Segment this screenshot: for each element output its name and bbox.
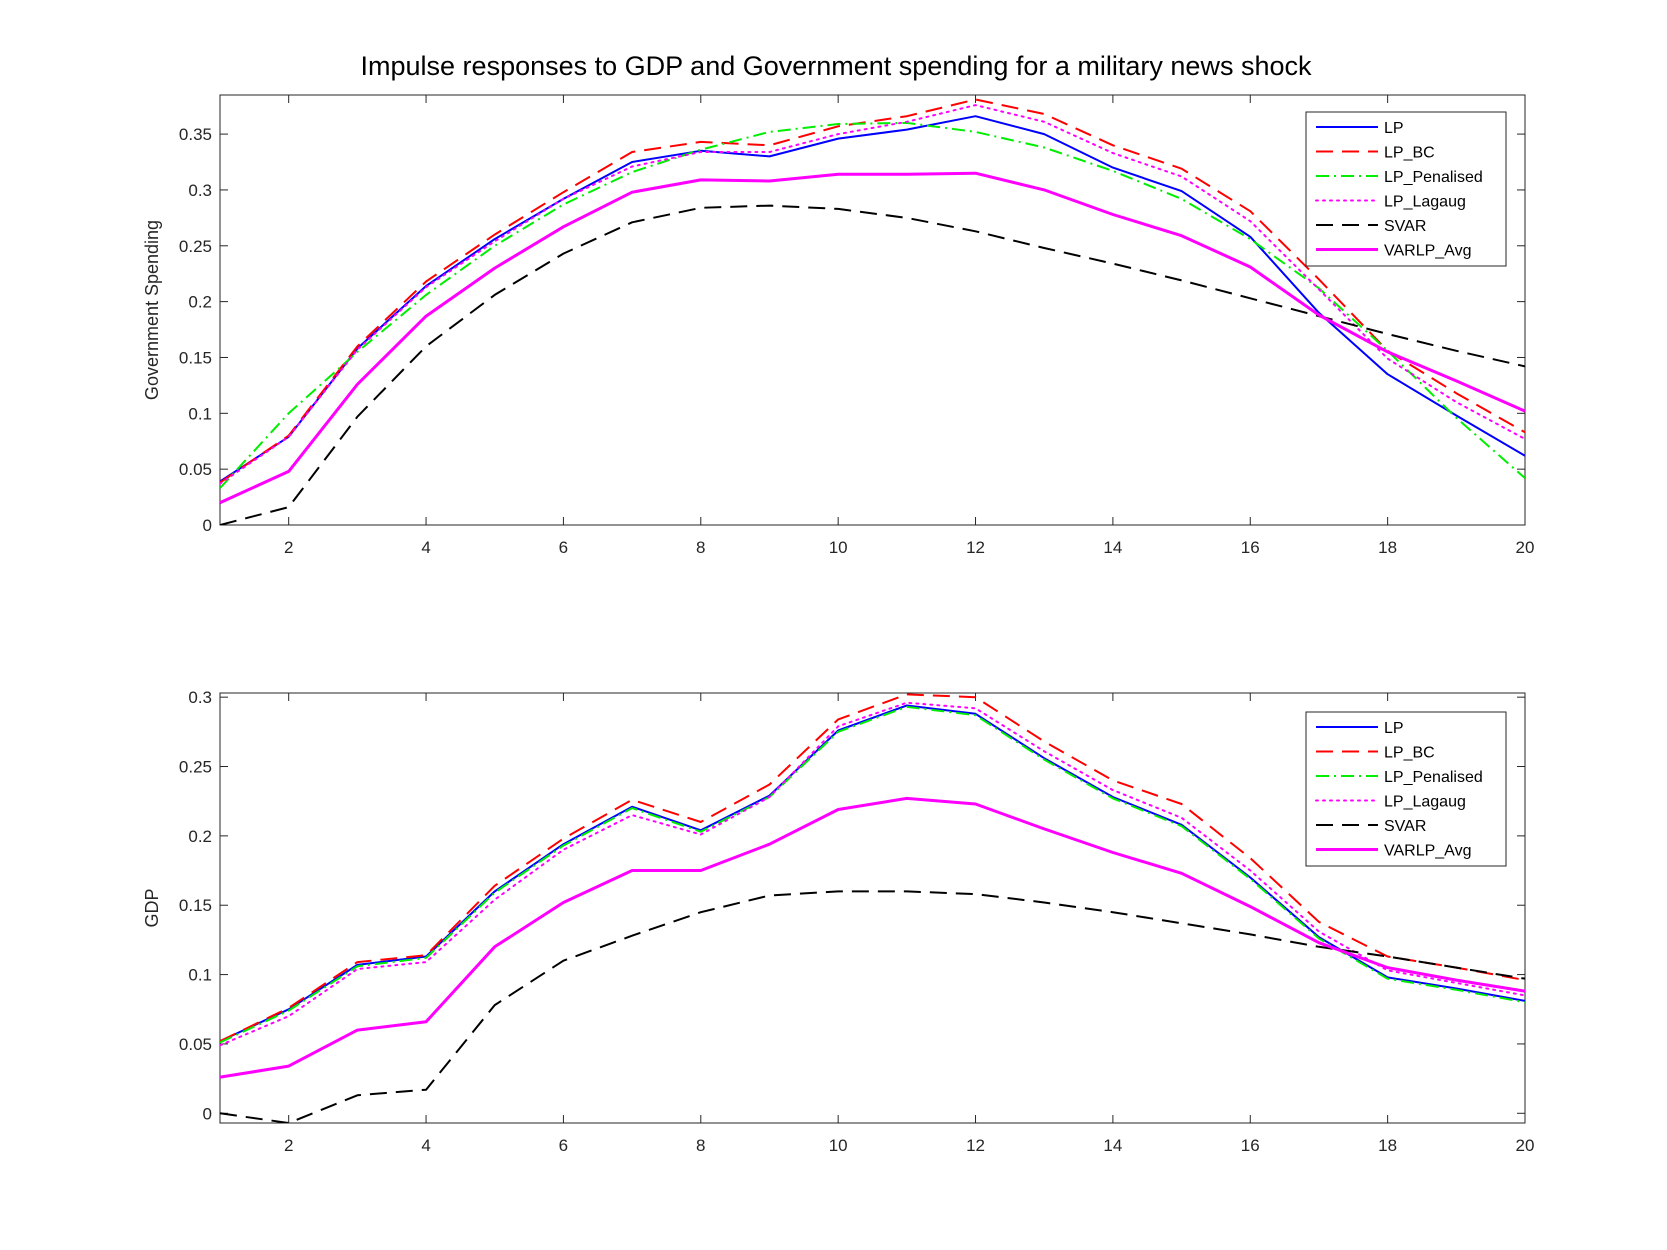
series-line-varlp-avg bbox=[220, 796, 1525, 1079]
x-tick-label: 18 bbox=[1378, 538, 1397, 557]
legend-box bbox=[1305, 111, 1507, 267]
x-tick-label: 10 bbox=[829, 538, 848, 557]
x-tick-label: 4 bbox=[421, 538, 430, 557]
legend-label: LP_Penalised bbox=[1384, 169, 1483, 186]
y-tick-label: 0.25 bbox=[179, 237, 212, 256]
y-tick-label: 0.05 bbox=[179, 1035, 212, 1054]
y-axis-label: Government Spending bbox=[142, 220, 162, 400]
legend-label: LP bbox=[1384, 720, 1404, 737]
legend-box bbox=[1305, 711, 1507, 867]
y-tick-label: 0.15 bbox=[179, 896, 212, 915]
y-tick-label: 0.3 bbox=[188, 181, 212, 200]
x-tick-label: 8 bbox=[696, 1136, 705, 1155]
x-tick-label: 14 bbox=[1103, 1136, 1122, 1155]
x-tick-label: 8 bbox=[696, 538, 705, 557]
y-axis-label: GDP bbox=[142, 888, 162, 927]
x-tick-label: 12 bbox=[966, 1136, 985, 1155]
government-spending-panel: 2 4 6 8 10 12 14 16 18 20 0 0.05 0.1 0.15 0.2 0.25 0.3 0.… bbox=[142, 94, 1535, 557]
y-tick-label: 0.15 bbox=[179, 348, 212, 367]
legend-label: LP bbox=[1384, 120, 1404, 137]
legend-label: VARLP_Avg bbox=[1384, 243, 1471, 260]
y-tick-label: 0.05 bbox=[179, 460, 212, 479]
x-tick-label: 16 bbox=[1241, 538, 1260, 557]
y-tick-label: 0.2 bbox=[188, 293, 212, 312]
figure-title: Impulse responses to GDP and Government … bbox=[361, 51, 1312, 81]
x-tick-label: 14 bbox=[1103, 538, 1122, 557]
x-tick-label: 12 bbox=[966, 538, 985, 557]
y-tick-label: 0.3 bbox=[188, 688, 212, 707]
series-line-lp-lagaug bbox=[220, 701, 1525, 1047]
series-line-lp-bc bbox=[220, 98, 1525, 484]
x-tick-label: 6 bbox=[559, 1136, 568, 1155]
series-line-svar bbox=[220, 204, 1525, 525]
legend-label: SVAR bbox=[1384, 818, 1426, 835]
series-line-lp bbox=[220, 704, 1525, 1043]
y-tick-label: 0.25 bbox=[179, 758, 212, 777]
legend-label: LP_BC bbox=[1384, 145, 1435, 162]
x-tick-label: 4 bbox=[421, 1136, 430, 1155]
x-tick-label: 16 bbox=[1241, 1136, 1260, 1155]
legend: LP LP_BC LP_Penalised LP_Lagaug SVAR VARLP_Av… bbox=[1305, 111, 1507, 267]
legend-label: LP_BC bbox=[1384, 745, 1435, 762]
y-tick-label: 0.35 bbox=[179, 125, 212, 144]
x-tick-label: 2 bbox=[284, 1136, 293, 1155]
legend-label: LP_Lagaug bbox=[1384, 794, 1466, 811]
legend: LP LP_BC LP_Penalised LP_Lagaug SVAR VARLP_Av… bbox=[1305, 711, 1507, 867]
series-line-varlp-avg bbox=[220, 171, 1525, 505]
x-tick-label: 2 bbox=[284, 538, 293, 557]
x-tick-label: 18 bbox=[1378, 1136, 1397, 1155]
legend-label: LP_Penalised bbox=[1384, 769, 1483, 786]
x-tick-label: 20 bbox=[1516, 1136, 1535, 1155]
y-tick-label: 0.2 bbox=[188, 827, 212, 846]
legend-label: SVAR bbox=[1384, 218, 1426, 235]
x-tick-label: 6 bbox=[559, 538, 568, 557]
series-line-lp bbox=[220, 115, 1525, 483]
legend-label: VARLP_Avg bbox=[1384, 843, 1471, 860]
y-tick-label: 0.1 bbox=[188, 966, 212, 985]
gdp-panel: 2 4 6 8 10 12 14 16 18 20 0 0.05 0.1 0.15 0.2 0.25 0.3 GD… bbox=[142, 688, 1534, 1155]
y-tick-label: 0 bbox=[203, 1104, 212, 1123]
series-line-lp-lagaug bbox=[220, 104, 1525, 485]
legend-label: LP_Lagaug bbox=[1384, 194, 1466, 211]
y-tick-label: 0 bbox=[203, 516, 212, 535]
series-line-lp-bc bbox=[220, 693, 1525, 1043]
y-tick-label: 0.1 bbox=[188, 404, 212, 423]
x-tick-label: 10 bbox=[829, 1136, 848, 1155]
x-tick-label: 20 bbox=[1516, 538, 1535, 557]
